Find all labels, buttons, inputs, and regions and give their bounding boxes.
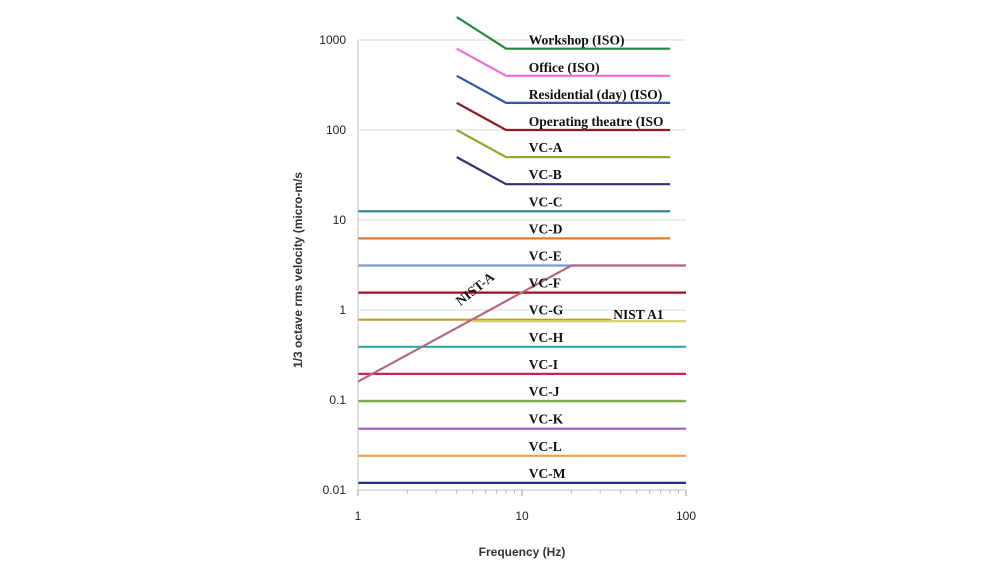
series-line-vc-a	[456, 129, 671, 159]
y-axis-title: 1/3 octave rms velocity (micro-m/s	[291, 172, 305, 368]
series-label-residential-day-iso: Residential (day) (ISO)	[529, 87, 663, 102]
series-line-nist-a	[357, 264, 686, 383]
y-tick-label: 0.1	[329, 393, 346, 407]
series-label-workshop-iso: Workshop (ISO)	[529, 33, 625, 48]
series-label-vc-l: VC-L	[529, 439, 562, 454]
series-labels: Workshop (ISO) Office (ISO) Residential (d…	[453, 33, 664, 481]
series-label-vc-c: VC-C	[529, 194, 563, 209]
series-label-nist-a: NIST-A	[453, 269, 498, 308]
series-label-operating-theatre-iso: Operating theatre (ISO	[529, 114, 664, 129]
series-label-vc-j: VC-J	[529, 384, 560, 399]
series-line-operating-theatre-iso	[456, 101, 671, 132]
x-tick-label: 100	[676, 509, 696, 523]
series-label-nist-a1: NIST A1	[613, 307, 664, 322]
series-label-vc-a: VC-A	[529, 140, 563, 155]
axes: 0.01 0.1 1 10 100 1000 1 10 100	[319, 33, 696, 523]
series-label-vc-i: VC-I	[529, 357, 558, 372]
series-label-vc-e: VC-E	[529, 249, 562, 264]
series-label-vc-d: VC-D	[529, 221, 563, 236]
y-tick-label: 10	[333, 213, 347, 227]
x-tick-label: 10	[515, 509, 529, 523]
series-line-workshop-iso	[456, 16, 671, 50]
y-tick-label: 100	[326, 123, 346, 137]
y-tick-label: 1	[339, 303, 346, 317]
y-tick-label: 1000	[319, 33, 346, 47]
series-label-vc-b: VC-B	[529, 167, 562, 182]
series-line-residential-day-iso	[456, 74, 671, 105]
x-tick-label: 1	[355, 509, 362, 523]
series-line-vc-b	[456, 156, 671, 186]
y-tick-label: 0.01	[323, 483, 347, 497]
series-lines	[357, 16, 686, 484]
x-axis-title: Frequency (Hz)	[479, 545, 566, 559]
series-label-vc-k: VC-K	[529, 412, 564, 427]
series-line-office-iso	[456, 47, 671, 77]
series-label-vc-f: VC-F	[529, 276, 561, 291]
series-label-office-iso: Office (ISO)	[529, 60, 600, 75]
series-label-vc-m: VC-M	[529, 466, 566, 481]
series-label-vc-g: VC-G	[529, 303, 564, 318]
series-label-vc-h: VC-H	[529, 330, 564, 345]
